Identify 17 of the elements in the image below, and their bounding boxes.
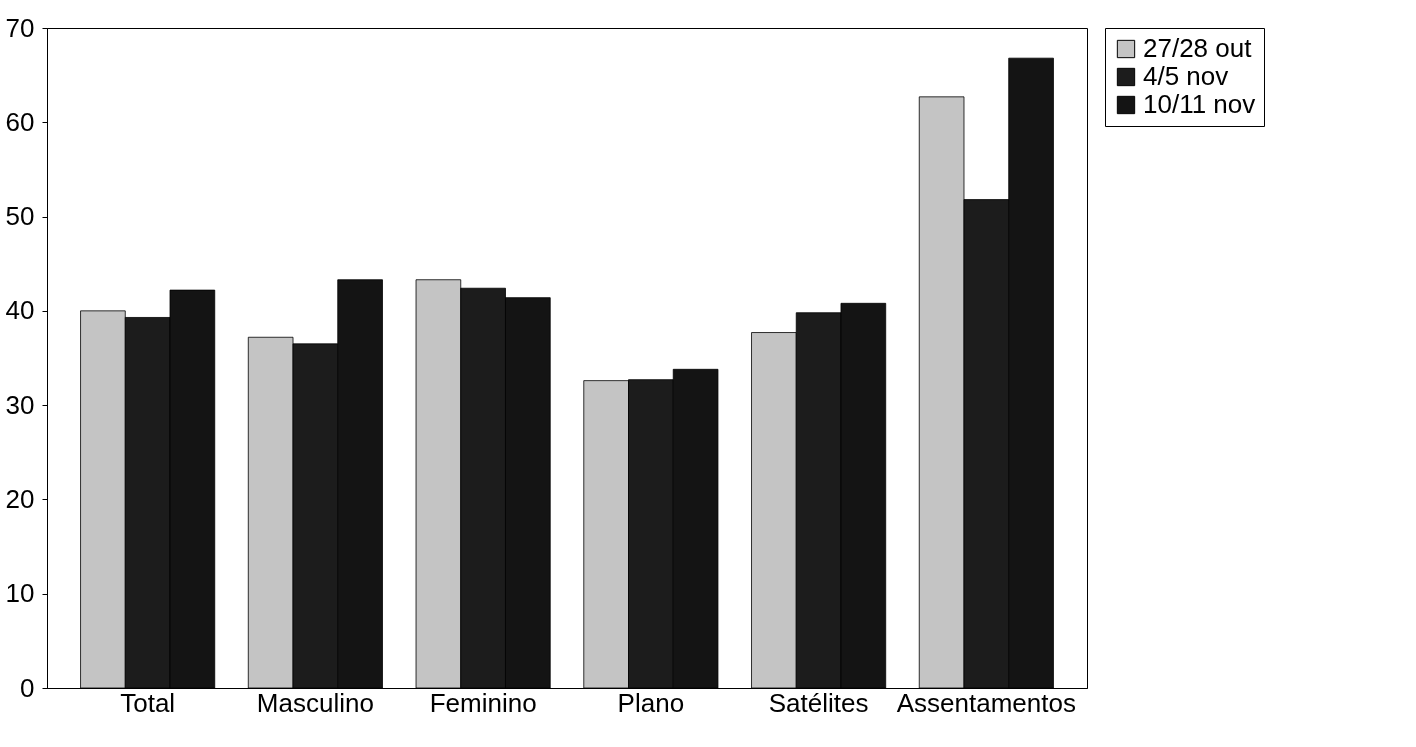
x-tick-label: Assentamentos (896, 687, 1076, 718)
x-tick-label: Feminino (429, 687, 537, 718)
y-tick-label: 50 (5, 201, 35, 232)
y-tick-label: 60 (5, 106, 35, 137)
legend-label: 27/28 out (1143, 33, 1253, 63)
x-tick-label: Plano (617, 687, 685, 718)
y-tick-label: 0 (20, 672, 35, 703)
y-tick-label: 10 (5, 578, 35, 609)
y-tick-label: 40 (5, 295, 35, 326)
legend-label: 10/11 nov (1143, 89, 1256, 119)
legend-label: 4/5 nov (1143, 61, 1229, 91)
y-tick-label: 70 (5, 12, 35, 43)
x-tick-label: Satélites (768, 687, 869, 718)
x-tick-label: Total (120, 687, 176, 718)
x-tick-label: Masculino (256, 687, 374, 718)
y-tick-label: 30 (5, 389, 35, 420)
y-tick-label: 20 (5, 483, 35, 514)
